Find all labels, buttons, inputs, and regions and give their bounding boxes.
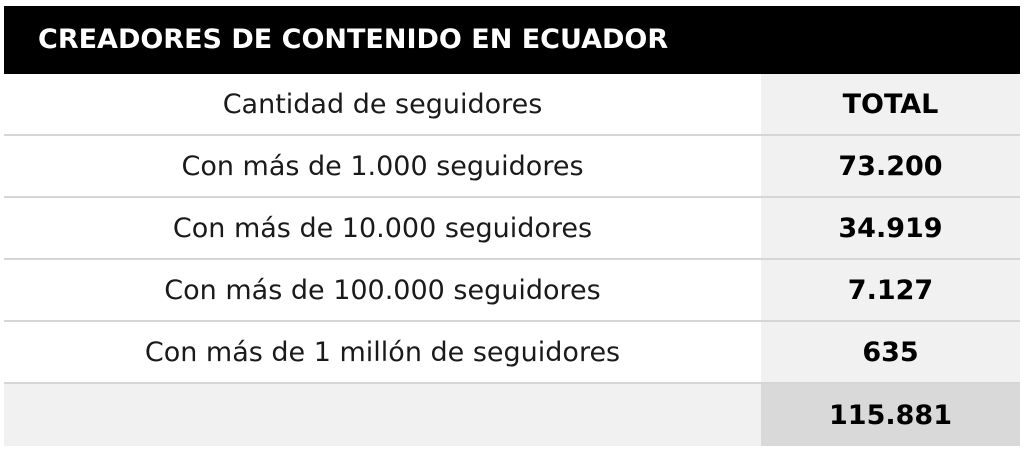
table-row: Con más de 10.000 seguidores 34.919 [4, 198, 1020, 260]
row-value: 73.200 [761, 136, 1020, 196]
data-table: CREADORES DE CONTENIDO EN ECUADOR Cantid… [4, 6, 1020, 446]
column-header-label: Cantidad de seguidores [4, 74, 761, 134]
total-label [4, 384, 761, 446]
table-row: Con más de 100.000 seguidores 7.127 [4, 260, 1020, 322]
total-value: 115.881 [761, 384, 1020, 446]
row-value: 635 [761, 322, 1020, 382]
table-row: Con más de 1 millón de seguidores 635 [4, 322, 1020, 384]
column-header-total: TOTAL [761, 74, 1020, 134]
row-label: Con más de 10.000 seguidores [4, 198, 761, 258]
row-label: Con más de 100.000 seguidores [4, 260, 761, 320]
table-row: Con más de 1.000 seguidores 73.200 [4, 136, 1020, 198]
table-title: CREADORES DE CONTENIDO EN ECUADOR [4, 6, 1020, 74]
row-value: 34.919 [761, 198, 1020, 258]
row-label: Con más de 1.000 seguidores [4, 136, 761, 196]
row-label: Con más de 1 millón de seguidores [4, 322, 761, 382]
total-row: 115.881 [4, 384, 1020, 446]
header-row: Cantidad de seguidores TOTAL [4, 74, 1020, 136]
row-value: 7.127 [761, 260, 1020, 320]
